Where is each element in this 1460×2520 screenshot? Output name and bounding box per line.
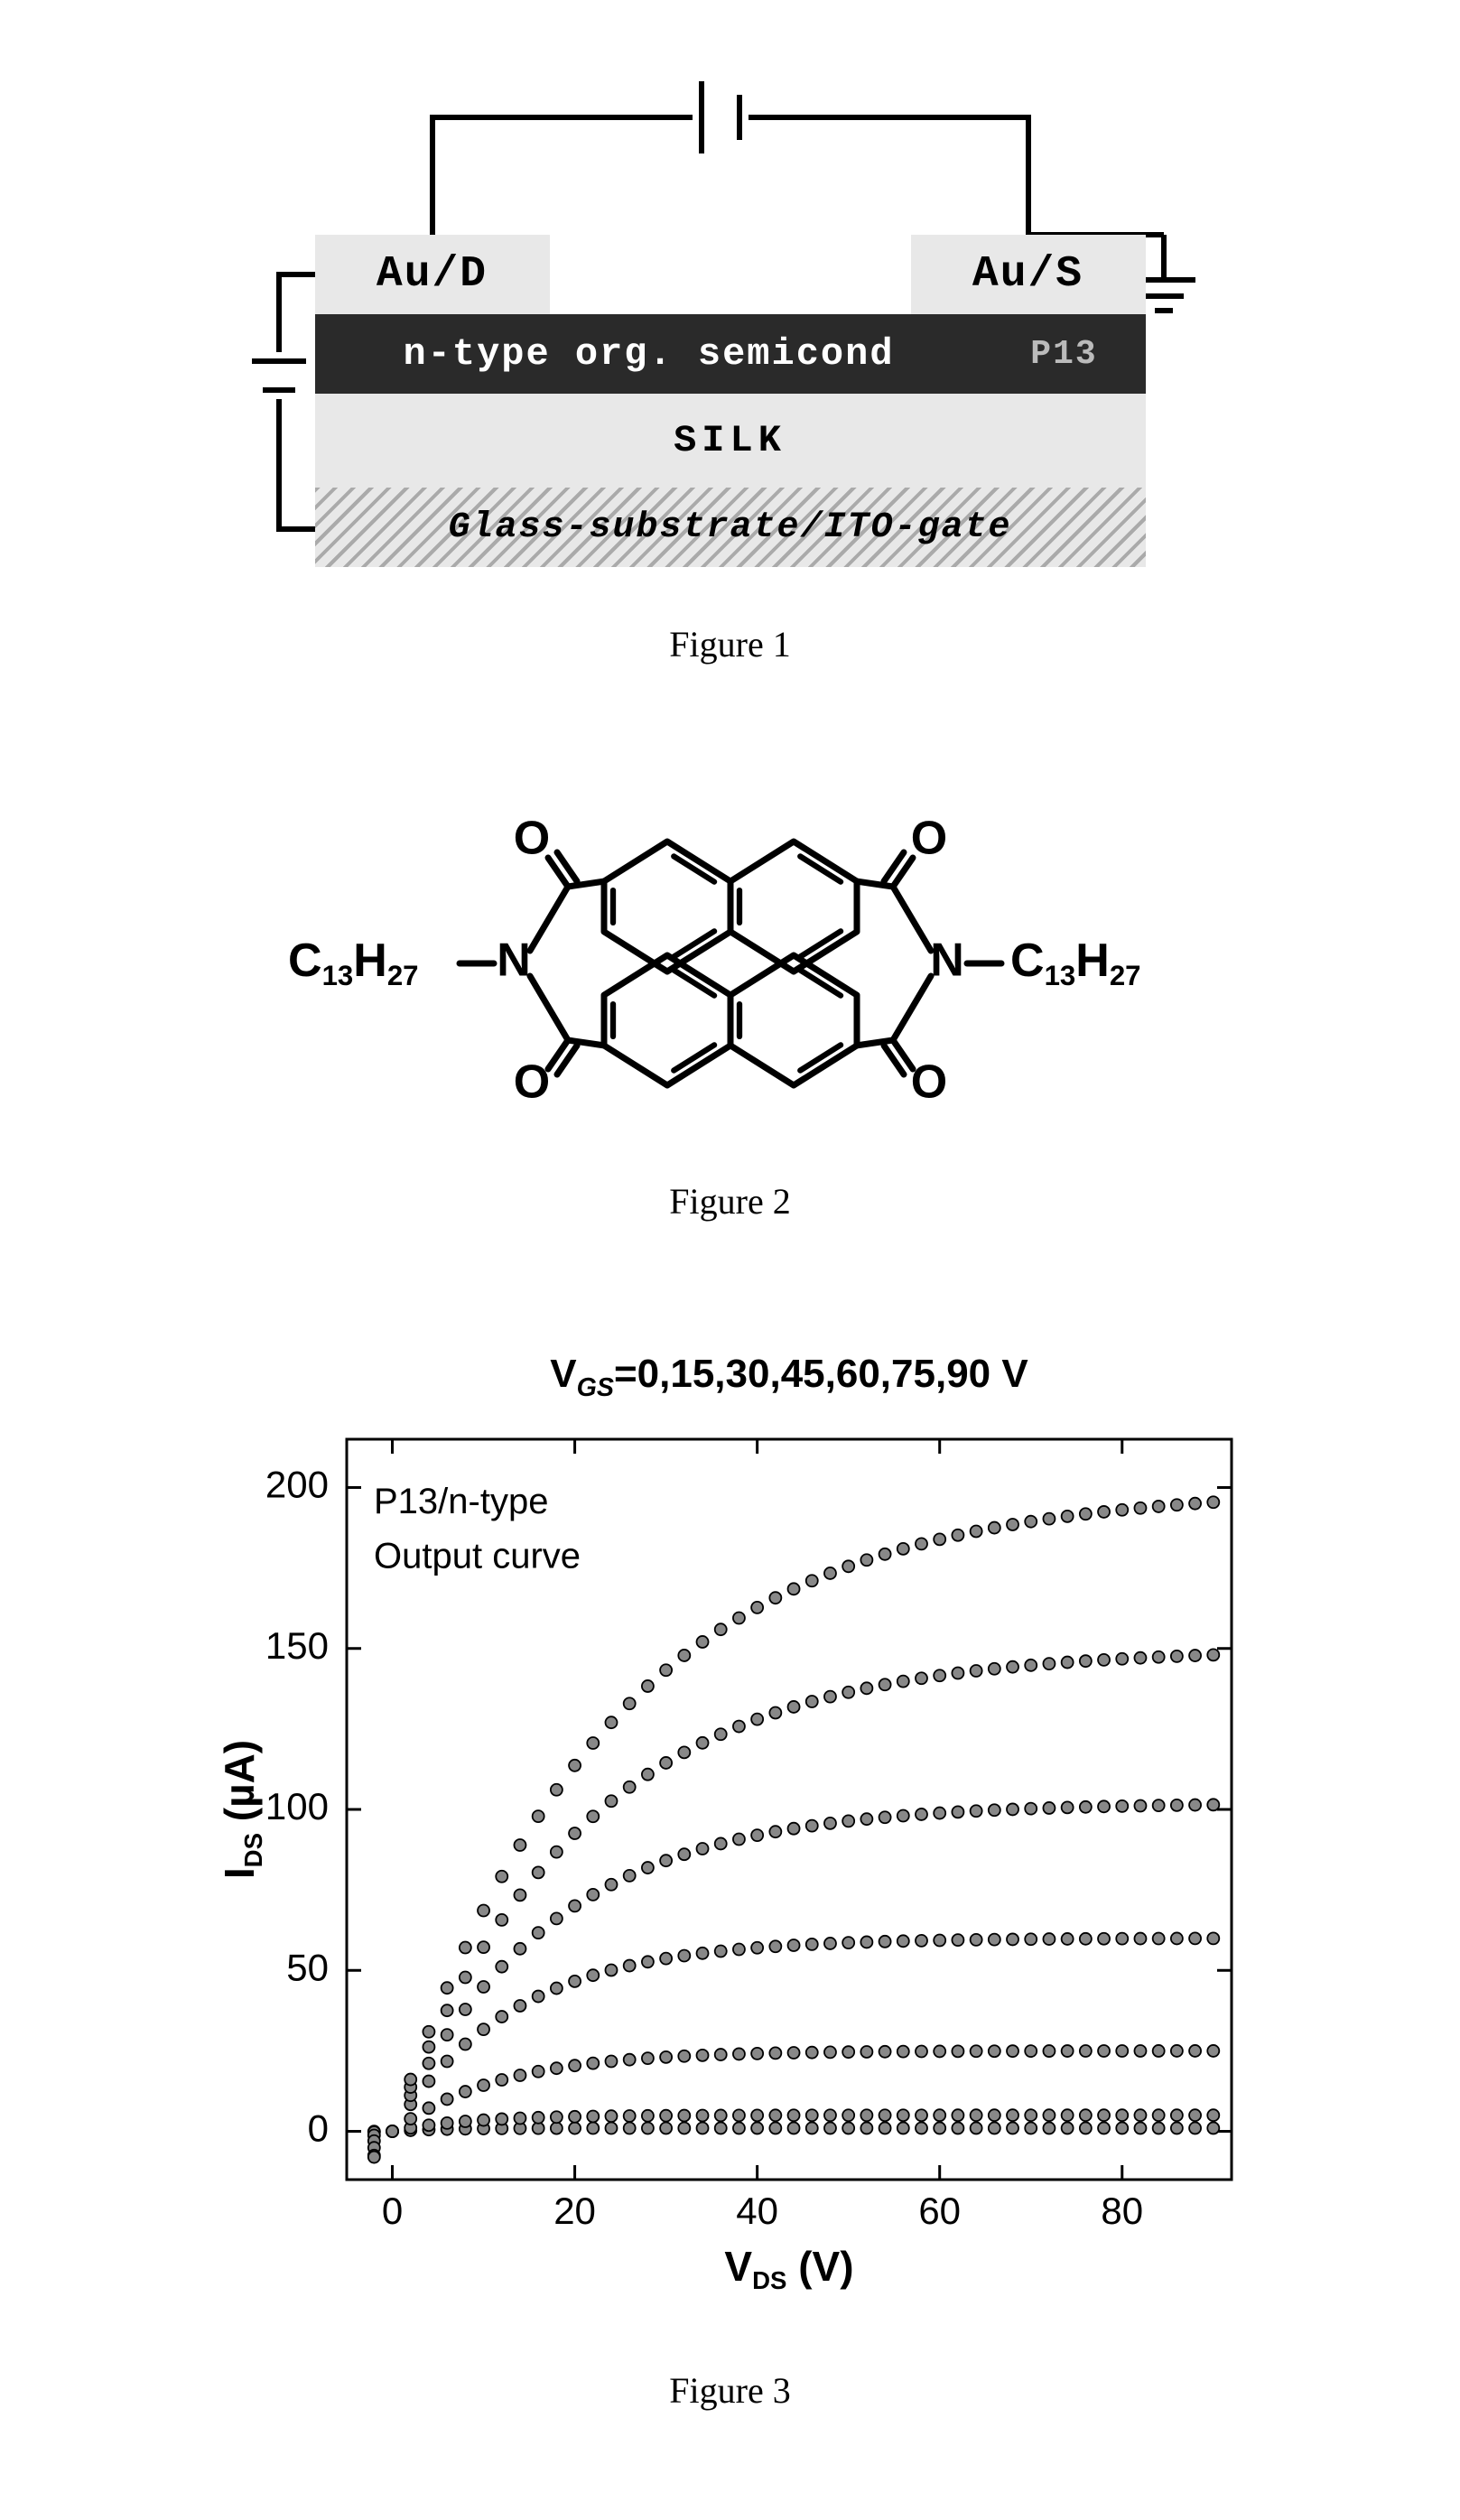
svg-text:N: N	[497, 935, 531, 987]
figure-2-caption: Figure 2	[669, 1180, 790, 1223]
source-label: Au/S	[972, 250, 1083, 299]
figure-3-container: VGS=0,15,30,45,60,75,90 V 0 20 40 60 80 0 50 100…	[0, 1349, 1460, 2412]
figure-3-caption: Figure 3	[669, 2369, 790, 2412]
svg-text:O: O	[513, 1056, 549, 1109]
svg-text:20: 20	[553, 2190, 596, 2232]
gate-layer: Glass-substrate/ITO-gate	[315, 488, 1146, 567]
gate-label: Glass-substrate/ITO-gate	[448, 507, 1011, 548]
svg-text:VGS=0,15,30,45,60,75,90 V: VGS=0,15,30,45,60,75,90 V	[550, 1352, 1028, 1402]
svg-text:VDS (V): VDS (V)	[724, 2243, 853, 2294]
svg-text:200: 200	[265, 1464, 328, 1506]
drain-label: Au/D	[377, 250, 488, 299]
svg-text:40: 40	[736, 2190, 778, 2232]
semiconductor-layer: n-type org. semicond P13	[315, 314, 1146, 394]
svg-text:P13/n-type: P13/n-type	[374, 1482, 548, 1521]
dielectric-layer: SILK	[315, 394, 1146, 488]
figure-1-diagram: Au/D Au/S n-type org. semicond P13 SILK …	[252, 72, 1209, 605]
svg-text:60: 60	[918, 2190, 961, 2232]
svg-text:O: O	[910, 1056, 946, 1109]
figure-3-chart: VGS=0,15,30,45,60,75,90 V 0 20 40 60 80 0 50 100…	[193, 1349, 1268, 2306]
svg-text:C13H27: C13H27	[1010, 935, 1141, 992]
svg-text:0: 0	[307, 2107, 328, 2150]
svg-text:150: 150	[265, 1624, 328, 1667]
figure-1-caption: Figure 1	[669, 623, 790, 665]
svg-text:100: 100	[265, 1785, 328, 1827]
svg-text:IDS (µA): IDS (µA)	[216, 1740, 267, 1879]
dielectric-label: SILK	[674, 419, 786, 462]
semiconductor-label: n-type org. semicond	[315, 332, 983, 376]
source-electrode: Au/S	[911, 235, 1146, 314]
figure-2-molecule: O O N C13H27 O O N C13H27	[162, 765, 1299, 1162]
svg-text:Output curve: Output curve	[374, 1536, 581, 1576]
svg-text:C13H27: C13H27	[288, 935, 419, 992]
figure-2-container: O O N C13H27 O O N C13H27 Figure 2	[0, 765, 1460, 1223]
svg-text:50: 50	[286, 1946, 329, 1988]
semiconductor-material: P13	[983, 335, 1146, 374]
svg-text:N: N	[930, 935, 964, 987]
drain-electrode: Au/D	[315, 235, 550, 314]
svg-text:80: 80	[1101, 2190, 1143, 2232]
svg-text:0: 0	[381, 2190, 402, 2232]
figure-1-container: Au/D Au/S n-type org. semicond P13 SILK …	[0, 36, 1460, 665]
svg-text:O: O	[513, 813, 549, 865]
svg-text:O: O	[910, 813, 946, 865]
